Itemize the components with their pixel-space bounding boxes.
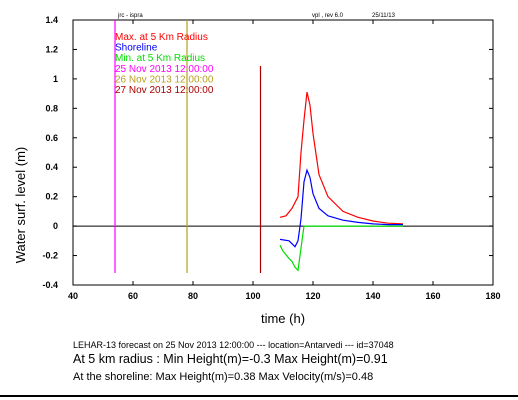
y-tick-label: 0.8 <box>45 103 58 113</box>
y-tick-label: -0.4 <box>42 280 58 290</box>
x-tick-label: 40 <box>68 291 78 301</box>
x-tick-label: 80 <box>188 291 198 301</box>
y-tick-label: 0 <box>53 221 58 231</box>
legend-entry: 25 Nov 2013 12:00:00 <box>115 64 214 75</box>
y-tick-label: 1.2 <box>45 44 58 54</box>
x-tick-label: 140 <box>365 291 380 301</box>
x-axis-label: time (h) <box>261 311 305 326</box>
series-line <box>279 225 403 272</box>
legend-entry: 26 Nov 2013 12:00:00 <box>115 74 214 85</box>
y-tick-label: -0.2 <box>42 251 58 261</box>
legend-entry: Shoreline <box>115 43 158 54</box>
legend-entry: Max. at 5 Km Radius <box>115 32 208 43</box>
y-axis-ticks: -0.4 -0.2 0 0.2 0.4 0.6 0.8 1 1.2 1.4 <box>42 15 493 290</box>
y-axis-label: Water surf. level (m) <box>13 147 28 264</box>
header-left: jrc - ispra <box>117 13 143 19</box>
water-level-chart: jrc - ispra vpl , rev 6.0 25/11/13 40 60 8… <box>13 13 501 326</box>
y-tick-label: 1 <box>53 74 58 84</box>
footer-forecast-info: LEHAR-13 forecast on 25 Nov 2013 12:00:0… <box>73 340 394 350</box>
x-tick-label: 180 <box>485 291 500 301</box>
header-mid: vpl , rev 6.0 <box>312 13 344 19</box>
series-line <box>279 91 404 225</box>
header-right: 25/11/13 <box>372 13 396 19</box>
legend-entry: 27 Nov 2013 12:00:00 <box>115 85 214 96</box>
x-tick-label: 100 <box>245 291 260 301</box>
legend-entry: Min. at 5 Km Radius <box>115 53 205 64</box>
date-markers <box>114 20 262 273</box>
x-tick-label: 120 <box>305 291 320 301</box>
x-tick-label: 60 <box>128 291 138 301</box>
y-tick-label: 0.2 <box>45 192 58 202</box>
series-lines <box>279 91 404 272</box>
bottom-rule <box>0 395 518 397</box>
y-tick-label: 0.6 <box>45 133 58 143</box>
x-tick-label: 160 <box>425 291 440 301</box>
footer-5km-summary: At 5 km radius : Min Height(m)=-0.3 Max … <box>73 352 388 366</box>
y-tick-label: 1.4 <box>45 15 58 25</box>
plot-frame <box>72 19 494 286</box>
series-line <box>279 168 403 248</box>
y-tick-label: 0.4 <box>45 162 58 172</box>
footer-shoreline-summary: At the shoreline: Max Height(m)=0.38 Max… <box>73 371 374 383</box>
x-axis-ticks: 40 60 80 100 120 140 160 180 <box>68 20 501 301</box>
